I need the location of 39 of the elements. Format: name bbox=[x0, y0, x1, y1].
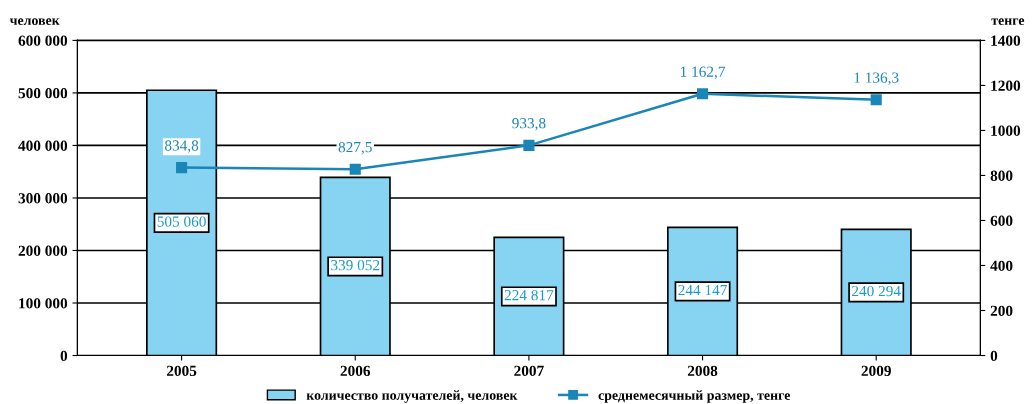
y2-tick-label: 800 bbox=[990, 170, 1013, 181]
legend-label: среднемесячный размер, тенге bbox=[598, 390, 791, 403]
y2-tick-label: 400 bbox=[990, 260, 1013, 271]
legend-label: количество получателей, человек bbox=[306, 390, 518, 403]
point bbox=[523, 139, 535, 151]
y2-axis-title: тенге bbox=[991, 18, 1025, 25]
data-label: 339 052 bbox=[331, 260, 380, 271]
y2-tick-label: 200 bbox=[990, 305, 1013, 316]
y-axis-title: человек bbox=[9, 18, 60, 25]
y2-tick-label: 1200 bbox=[991, 80, 1021, 91]
data-label: 224 817 bbox=[504, 290, 554, 301]
data-label: 244 147 bbox=[678, 284, 727, 296]
x-tick-label: 2005 bbox=[166, 365, 197, 376]
data-label: 240 294 bbox=[852, 285, 901, 297]
data-label: 827,5 bbox=[338, 141, 372, 155]
y-tick-label: 300 000 bbox=[18, 193, 68, 204]
x-tick-label: 2007 bbox=[514, 365, 544, 376]
data-label: 933,8 bbox=[512, 118, 546, 131]
y2-tick-label: 1400 bbox=[991, 35, 1021, 46]
point bbox=[176, 162, 188, 174]
x-tick-label: 2006 bbox=[340, 365, 371, 376]
y2-tick-label: 1000 bbox=[991, 125, 1021, 136]
y-tick-label: 0 bbox=[60, 350, 68, 361]
point bbox=[696, 88, 709, 100]
y2-tick-label: 600 bbox=[990, 215, 1013, 226]
y-tick-label: 400 000 bbox=[18, 140, 68, 151]
x-tick-label: 2009 bbox=[861, 365, 891, 376]
data-label: 834,8 bbox=[164, 140, 199, 153]
x-tick-label: 2008 bbox=[687, 365, 718, 376]
data-label: 1 136,3 bbox=[854, 72, 899, 85]
y-tick-label: 500 000 bbox=[18, 88, 68, 99]
point bbox=[870, 94, 882, 106]
point bbox=[349, 163, 361, 175]
y-tick-label: 600 000 bbox=[18, 35, 68, 46]
data-label: 1 162,7 bbox=[680, 66, 726, 80]
data-label: 505 060 bbox=[157, 216, 206, 227]
y-tick-label: 100 000 bbox=[19, 298, 68, 309]
y-tick-label: 200 000 bbox=[18, 245, 68, 256]
y2-tick-label: 0 bbox=[990, 350, 998, 361]
